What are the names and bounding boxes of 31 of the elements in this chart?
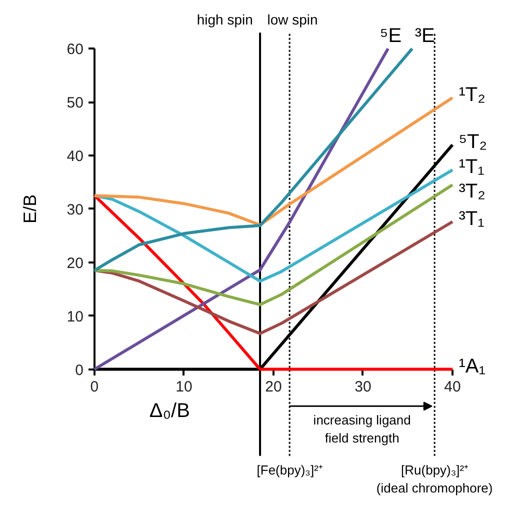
ref-line-label: [Fe(bpy)₃]²⁺ — [256, 462, 322, 478]
series-label: ¹T₁ — [458, 156, 485, 178]
line-series — [92, 183, 454, 306]
series-label: ⁵T₂ — [458, 131, 488, 154]
x-axis-title: Δ₀/B — [149, 400, 190, 422]
y-tick-label: 20 — [66, 254, 84, 272]
ref-line-label: [Ru(bpy)₃]²⁺ (ideal chromophore) — [376, 462, 493, 496]
line-series — [92, 47, 414, 272]
y-tick-label: 0 — [75, 362, 84, 379]
text: low spin — [267, 12, 318, 28]
y-tick-label: 40 — [66, 148, 84, 165]
text: high spin — [196, 12, 253, 28]
series-label: ³T₂ — [458, 180, 486, 202]
y-tick-label: 60 — [66, 41, 84, 58]
series-label: ⁵E — [380, 24, 402, 47]
x-tick-label: 30 — [354, 378, 372, 396]
line-series — [92, 168, 454, 283]
y-tick-label: 50 — [66, 94, 84, 112]
x-tick-label: 10 — [176, 378, 192, 396]
x-tick-label: 0 — [90, 378, 99, 396]
x-tick-label: 20 — [265, 378, 282, 396]
y-tick-label: 30 — [66, 201, 84, 218]
line-series — [92, 96, 454, 226]
series-label: ¹A₁ — [458, 356, 486, 378]
y-axis-title: E/B — [20, 194, 40, 224]
series-label: ³E — [414, 24, 435, 47]
series-label: ¹T₂ — [458, 84, 486, 106]
y-tick-label: 10 — [66, 308, 84, 326]
text: increasing ligand field strength — [313, 412, 411, 446]
series-label: ³T₁ — [458, 208, 485, 230]
x-tick-label: 40 — [444, 378, 461, 396]
